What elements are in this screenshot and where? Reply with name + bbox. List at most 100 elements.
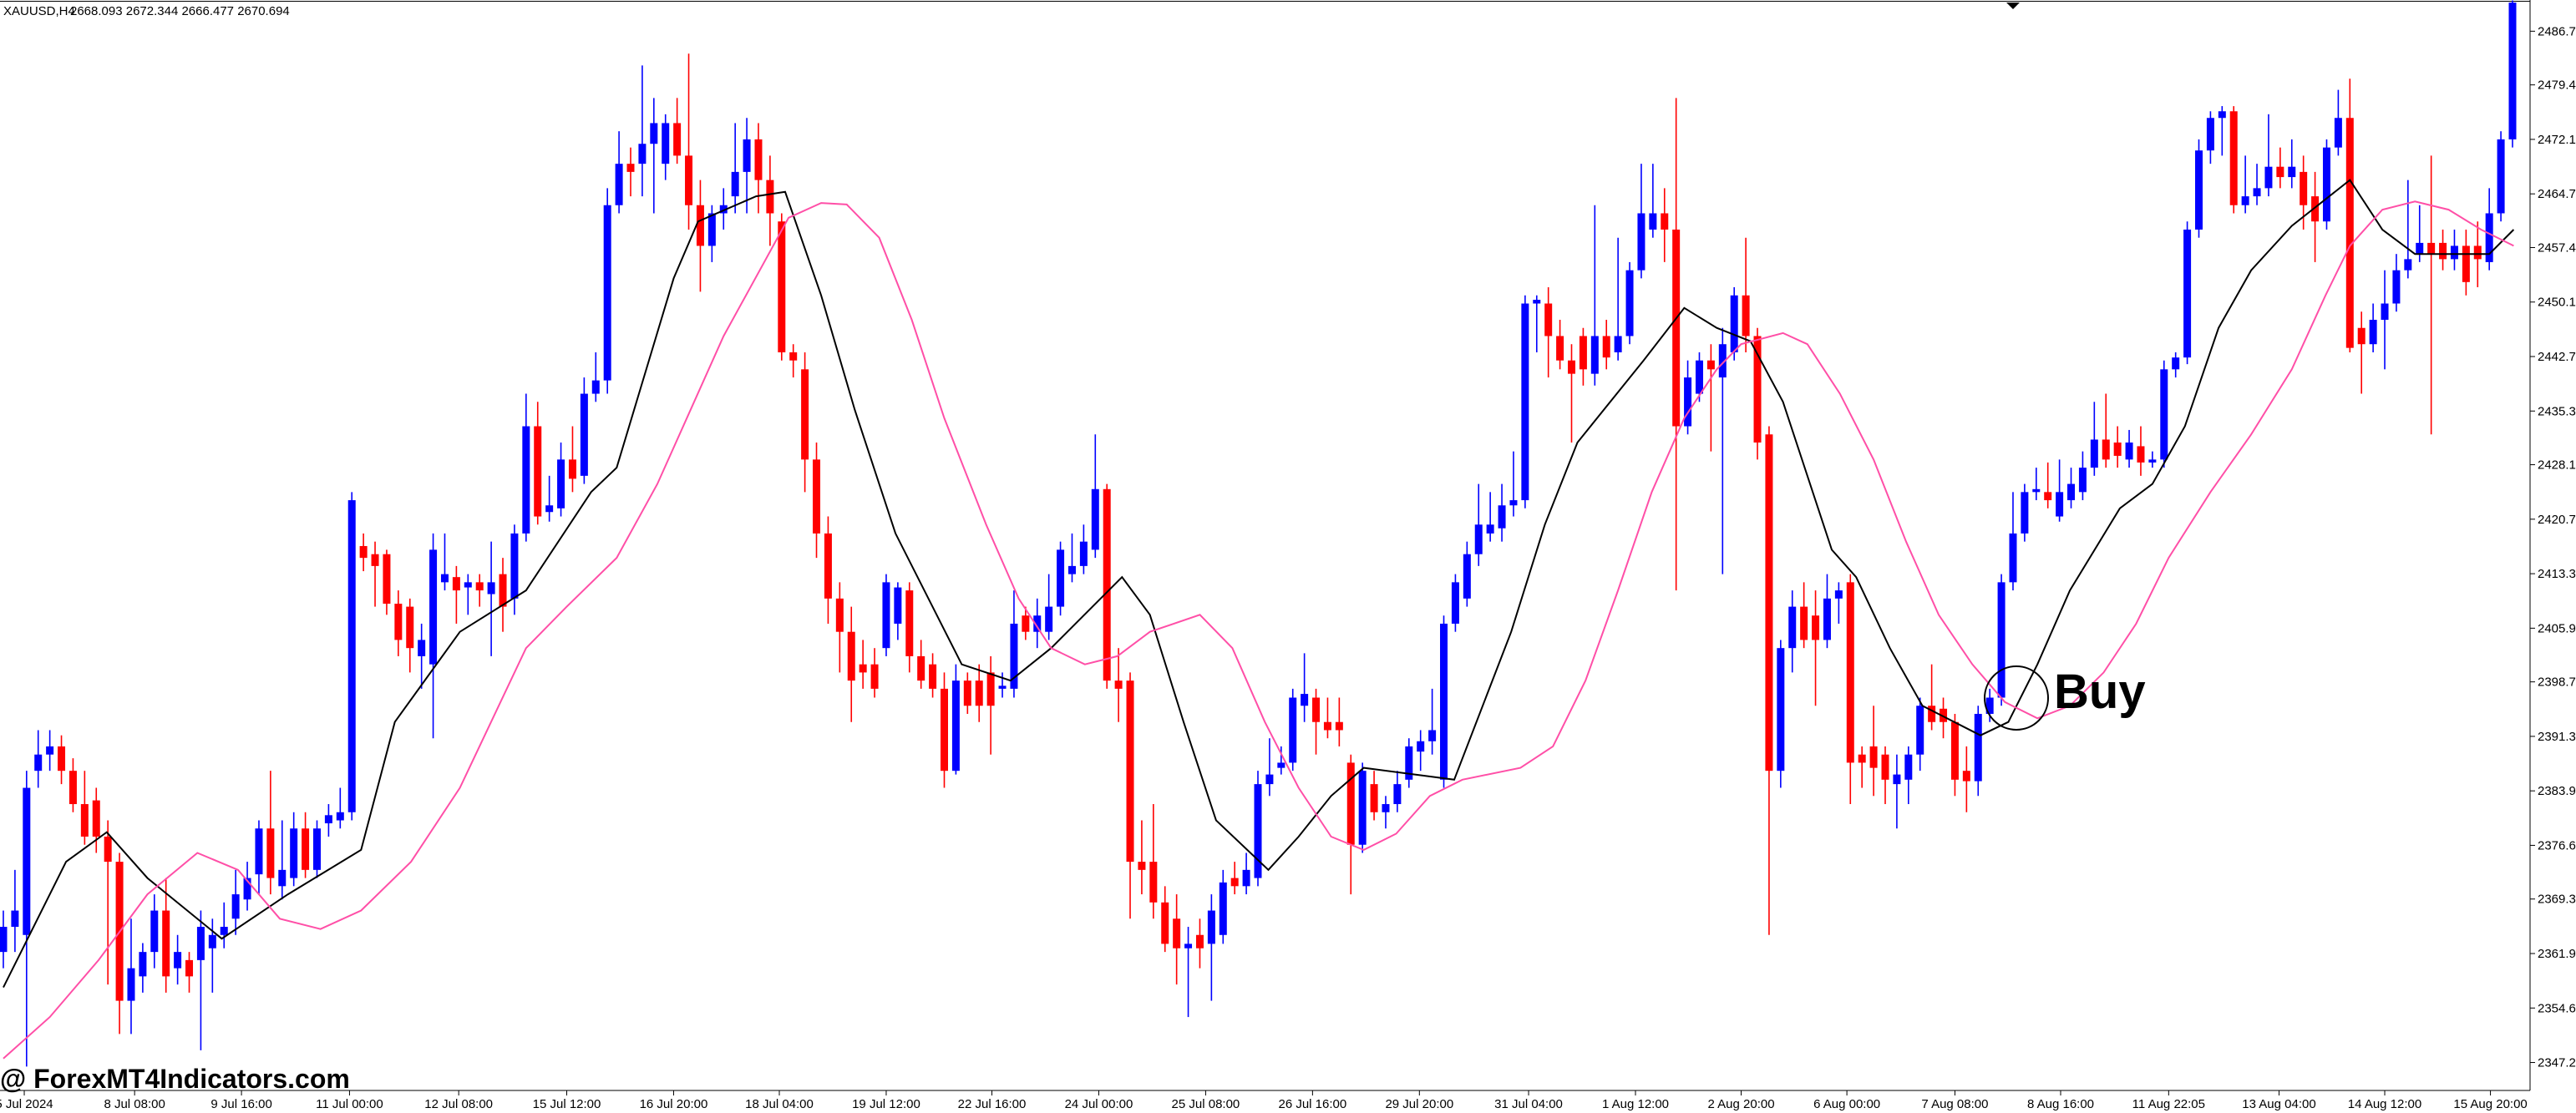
candle-body bbox=[2102, 439, 2110, 460]
candle-body bbox=[1893, 774, 1901, 785]
candle-body bbox=[2009, 533, 2017, 583]
candle-body bbox=[68, 771, 77, 805]
x-tick-label: 15 Aug 20:00 bbox=[2453, 1097, 2527, 1111]
candle-body bbox=[2392, 270, 2401, 304]
candle-body bbox=[1869, 746, 1878, 768]
candle-body bbox=[2276, 166, 2284, 178]
y-tick-label: 2361.990 bbox=[2538, 947, 2576, 961]
candle-body bbox=[1138, 862, 1146, 870]
candle-body bbox=[1010, 623, 1018, 689]
y-tick-label: 2383.990 bbox=[2538, 784, 2576, 798]
candle-body bbox=[2021, 492, 2029, 534]
candle-body bbox=[963, 680, 971, 706]
candle-body bbox=[1067, 565, 1076, 574]
candle-body bbox=[894, 587, 902, 624]
candle-body bbox=[2404, 259, 2412, 271]
candle-body bbox=[104, 836, 112, 863]
candle-body bbox=[1486, 524, 1494, 534]
candle-body bbox=[1417, 741, 1425, 752]
candle-body bbox=[185, 959, 194, 977]
candle-body bbox=[2241, 196, 2249, 205]
candle-body bbox=[2056, 492, 2064, 517]
candle-body bbox=[1451, 582, 1459, 624]
x-tick-label: 6 Aug 00:00 bbox=[1813, 1097, 1880, 1111]
x-tick-label: 26 Jul 16:00 bbox=[1278, 1097, 1346, 1111]
candle-body bbox=[1706, 360, 1715, 370]
y-tick-label: 2405.990 bbox=[2538, 621, 2576, 635]
candle-body bbox=[2206, 118, 2214, 151]
candle-body bbox=[2485, 213, 2493, 262]
candle-body bbox=[499, 574, 507, 607]
candle-body bbox=[638, 144, 647, 164]
y-tick-label: 2398.730 bbox=[2538, 675, 2576, 690]
candle-body bbox=[2345, 118, 2354, 348]
candle-body bbox=[2381, 303, 2389, 320]
candle-body bbox=[778, 221, 786, 352]
buy-circle bbox=[1984, 665, 2049, 731]
candle-body bbox=[2300, 171, 2308, 205]
candle-body bbox=[1126, 680, 1134, 863]
candle-body bbox=[418, 640, 426, 656]
candle-body bbox=[696, 205, 704, 246]
candle-body bbox=[1230, 878, 1239, 887]
candle-body bbox=[359, 545, 368, 559]
x-tick-label: 16 Jul 20:00 bbox=[640, 1097, 708, 1111]
candle-body bbox=[290, 828, 298, 878]
x-tick-label: 13 Aug 04:00 bbox=[2242, 1097, 2315, 1111]
candle-body bbox=[1428, 730, 1437, 741]
watermark: @ ForexMT4Indicators.com bbox=[0, 1064, 350, 1094]
candle-body bbox=[208, 934, 216, 949]
candle-body bbox=[707, 213, 716, 246]
candle-body bbox=[2044, 492, 2052, 501]
candle-body bbox=[591, 380, 600, 394]
candle-body bbox=[1509, 500, 1518, 506]
candle-body bbox=[1195, 934, 1204, 949]
candle-body bbox=[394, 604, 403, 640]
candle-body bbox=[905, 590, 914, 656]
candle-body bbox=[1265, 774, 1274, 785]
y-tick-label: 2369.360 bbox=[2538, 893, 2576, 907]
candle-body bbox=[673, 123, 682, 156]
candle-body bbox=[475, 582, 484, 591]
candle-body bbox=[452, 577, 460, 591]
candle-body bbox=[2508, 3, 2517, 139]
candle-body bbox=[1823, 598, 1831, 640]
candle-body bbox=[1521, 303, 1529, 501]
y-tick-label: 2457.470 bbox=[2538, 240, 2576, 255]
y-tick-label: 2442.730 bbox=[2538, 350, 2576, 364]
candle-body bbox=[801, 369, 809, 460]
candle-body bbox=[1346, 762, 1355, 845]
candle-body bbox=[1695, 360, 1703, 394]
quote: 2668.093 2672.344 2666.477 2670.694 bbox=[70, 4, 290, 18]
candle-body bbox=[1323, 721, 1331, 731]
candle-body bbox=[813, 459, 821, 534]
candle-body bbox=[1684, 377, 1692, 427]
candle-body bbox=[626, 164, 635, 172]
candle-body bbox=[2067, 483, 2076, 501]
candle-body bbox=[1033, 615, 1042, 632]
candle-body bbox=[2334, 118, 2342, 148]
candle-body bbox=[975, 680, 983, 706]
candle-body bbox=[1661, 213, 1669, 230]
y-tick-label: 2472.100 bbox=[2538, 133, 2576, 147]
y-tick-label: 2347.250 bbox=[2538, 1056, 2576, 1070]
candle-body bbox=[2172, 357, 2180, 370]
candle-body bbox=[743, 139, 751, 172]
candle-body bbox=[0, 927, 8, 953]
candle-body bbox=[1382, 804, 1390, 812]
candle-body bbox=[196, 927, 205, 960]
candle-body bbox=[220, 927, 228, 935]
candle-body bbox=[1114, 680, 1123, 689]
candle-body bbox=[302, 828, 310, 870]
candle-body bbox=[2218, 111, 2226, 119]
moving-average-line bbox=[3, 200, 2514, 1060]
candle-body bbox=[1765, 434, 1773, 772]
x-tick-label: 31 Jul 04:00 bbox=[1494, 1097, 1563, 1111]
candle-body bbox=[835, 598, 844, 632]
candle-body bbox=[139, 952, 147, 977]
candle-body bbox=[2160, 369, 2168, 460]
candle-body bbox=[1103, 488, 1111, 681]
candle-body bbox=[522, 426, 530, 534]
candle-body bbox=[1091, 488, 1099, 550]
